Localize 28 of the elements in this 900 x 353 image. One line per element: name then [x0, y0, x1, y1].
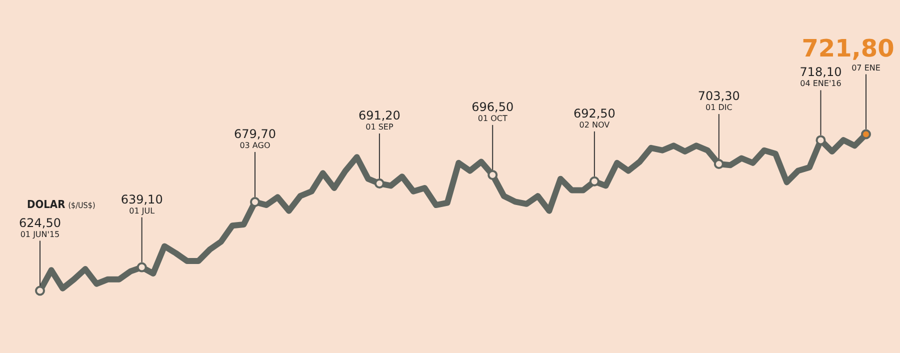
data-label: 703,30 [698, 89, 740, 104]
point [589, 176, 600, 186]
annotation: 03 AGO [240, 140, 270, 150]
annotation: 07 ENE [852, 63, 880, 72]
annotation: 01 OCT [478, 114, 508, 123]
annotation: 04 ENE'16 [800, 79, 842, 88]
data-label: 696,50 [472, 100, 514, 114]
point [374, 178, 384, 188]
point [861, 129, 871, 140]
text: ($/US$) [68, 201, 96, 210]
data-label: 691,20 [358, 108, 400, 122]
data-label: 718,10 [800, 65, 842, 80]
annotation: 02 NOV [579, 120, 610, 130]
data-label: 692,50 [573, 106, 616, 120]
point [488, 170, 498, 180]
text: DOLAR [27, 198, 66, 211]
annotation: 01 DIC [705, 103, 733, 112]
point [136, 262, 147, 272]
annotation: 01 JUN'15 [20, 230, 60, 239]
data-label: 679,70 [234, 126, 276, 141]
point [35, 286, 45, 296]
data-label: 721,80 [802, 34, 894, 62]
data-label: 639,10 [120, 192, 163, 206]
point [250, 196, 260, 207]
point [714, 159, 724, 170]
data-label: 624,50 [19, 216, 61, 230]
annotation: 01 SEP [366, 122, 394, 132]
annotation: 01 JUL [129, 206, 156, 216]
